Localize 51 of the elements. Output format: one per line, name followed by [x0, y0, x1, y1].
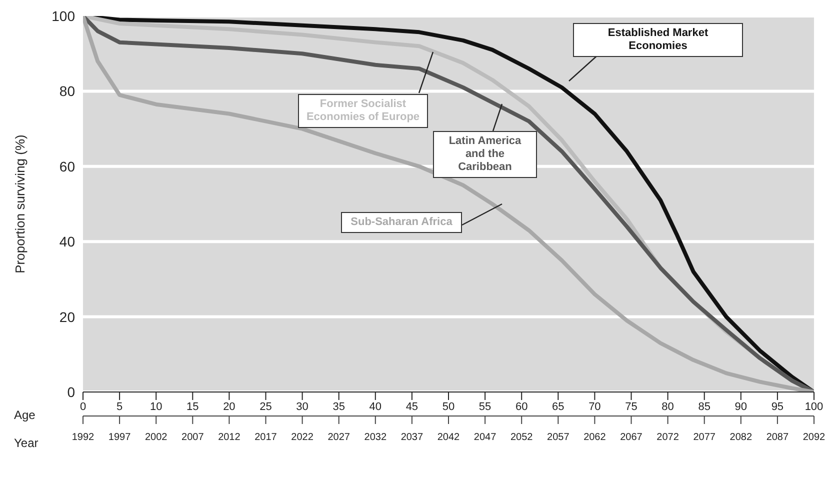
y-tick-label: 80: [59, 83, 76, 100]
x2-tick-label: 1992: [72, 432, 95, 443]
x2-tick-label: 2057: [547, 432, 570, 443]
x2-tick-label: 1997: [108, 432, 132, 443]
x-tick-label: 95: [771, 400, 784, 413]
x2-tick-label: 2092: [802, 432, 826, 443]
x2-tick-label: 2022: [291, 432, 314, 443]
x2-tick-label: 2042: [437, 432, 460, 443]
x2-tick-label: 2062: [584, 432, 606, 443]
y-tick-label: 0: [67, 384, 76, 400]
x-tick-label: 5: [116, 400, 123, 413]
x2-tick-label: 2082: [730, 432, 752, 443]
x-tick-label: 70: [588, 400, 601, 413]
x-tick-label: 35: [332, 400, 345, 413]
x2-tick-label: 2007: [182, 432, 204, 443]
x2-tick-label: 2027: [328, 432, 350, 443]
x2-tick-label: 2012: [218, 432, 241, 443]
y-tick-label: 40: [59, 234, 76, 250]
x2-tick-label: 2032: [364, 432, 387, 443]
x-tick-label: 20: [223, 400, 236, 413]
x-axis-title: Age: [14, 408, 36, 422]
x-tick-label: 25: [260, 400, 272, 413]
y-axis-title: Proportion surviving (%): [12, 134, 28, 274]
x-tick-label: 50: [442, 400, 455, 413]
x-tick-label: 75: [625, 400, 638, 413]
x-tick-label: 65: [552, 400, 564, 413]
x-tick-label: 85: [698, 400, 710, 413]
x2-tick-label: 2087: [766, 432, 790, 443]
x2-tick-label: 2052: [510, 432, 534, 443]
x-tick-label: 55: [478, 400, 492, 413]
x-tick-label: 10: [150, 400, 162, 413]
y-tick-label: 100: [52, 8, 76, 24]
x-tick-label: 0: [80, 400, 86, 413]
x-tick-label: 90: [734, 400, 748, 413]
x-tick-label: 40: [369, 400, 382, 413]
x2-axis-title: Year: [14, 436, 38, 450]
y-tick-label: 20: [59, 308, 76, 325]
x-tick-label: 30: [296, 400, 308, 413]
x-tick-label: 100: [804, 400, 824, 413]
x2-tick-label: 2002: [144, 432, 168, 443]
x2-tick-label: 2072: [656, 432, 680, 443]
x-tick-label: 60: [515, 400, 528, 413]
x2-tick-label: 2077: [693, 432, 716, 443]
x2-tick-label: 2047: [474, 432, 497, 443]
x2-tick-label: 2037: [400, 432, 424, 443]
x-tick-label: 80: [662, 400, 674, 413]
x-tick-label: 45: [406, 400, 418, 413]
x-tick-label: 15: [186, 400, 199, 413]
x2-tick-label: 2017: [254, 432, 278, 443]
x2-tick-label: 2067: [620, 432, 643, 443]
y-tick-label: 60: [59, 158, 76, 174]
